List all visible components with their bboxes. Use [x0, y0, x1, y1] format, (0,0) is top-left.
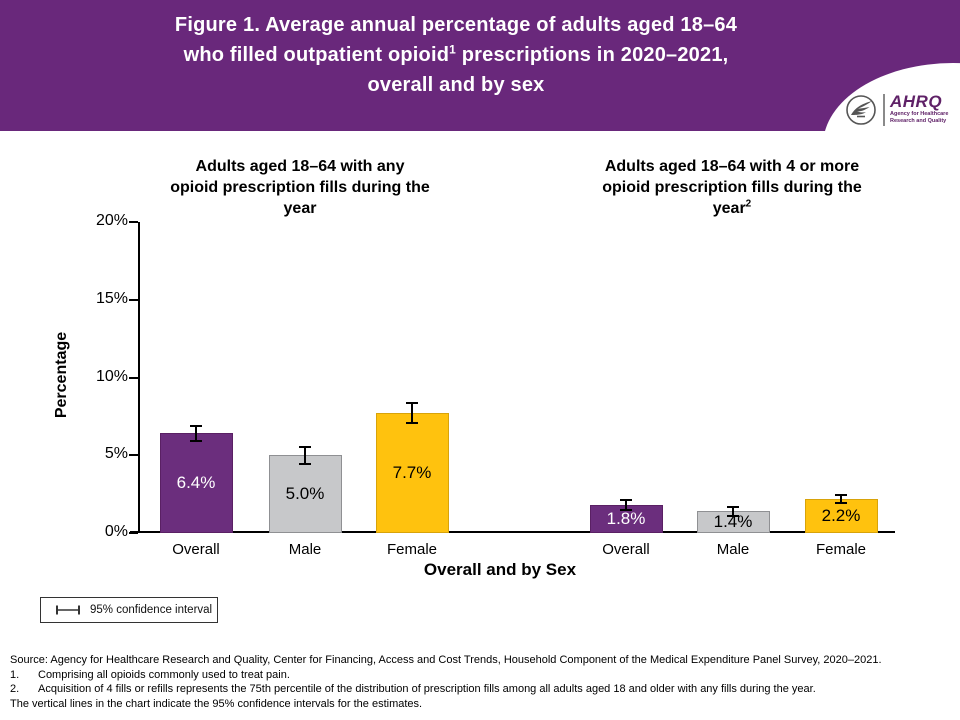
category-label-overall-panel1: Overall [172, 541, 220, 558]
y-tick-label: 10% [95, 367, 128, 385]
footnote-2: 2. Acquisition of 4 fills or refills rep… [10, 683, 816, 695]
logo-divider [883, 94, 885, 126]
error-bar-cap [620, 499, 632, 502]
error-bar-cap [299, 445, 311, 448]
y-tick-mark [129, 221, 138, 223]
bar-value-label: 1.8% [606, 508, 646, 528]
ahrq-logo: AHRQ Agency for Healthcare Research and … [845, 92, 955, 130]
y-axis-title: Percentage [53, 331, 70, 419]
y-tick-label: 20% [95, 212, 128, 229]
x-axis-line [130, 531, 895, 533]
error-bar-cap [190, 424, 202, 427]
category-label-female-panel1: Female [386, 541, 438, 558]
category-label-male-panel1: Male [288, 541, 322, 558]
y-tick-mark [129, 376, 138, 379]
y-axis-line [138, 222, 140, 533]
error-bar-cap [190, 440, 202, 443]
y-tick-mark [129, 298, 138, 301]
figure-title-line2: who filled outpatient opioid1 prescripti… [183, 42, 729, 66]
error-bar-male-panel2 [732, 506, 734, 516]
error-bar-overall-panel2 [625, 500, 627, 510]
ahrq-tagline: Agency for Healthcare Research and Quali… [890, 111, 949, 124]
category-label-female-panel2: Female [815, 541, 867, 558]
category-label-overall-panel2: Overall [602, 541, 650, 558]
y-tick-mark [129, 532, 138, 534]
bar-value-label: 2.2% [821, 505, 861, 525]
bar-overall-panel1 [159, 433, 233, 533]
error-bar-female-panel2 [840, 494, 842, 503]
footer-notes: Source: Agency for Healthcare Research a… [10, 653, 956, 711]
figure-title: Figure 1. Average annual percentage of a… [0, 10, 912, 100]
ahrq-wordmark: AHRQ [890, 92, 943, 111]
panel1-title: Adults aged 18–64 with any opioid prescr… [170, 158, 430, 217]
y-tick-label: 15% [95, 289, 128, 307]
y-tick-label: 0% [104, 523, 128, 540]
bar-value-label: 7.7% [392, 463, 432, 483]
ci-note-line: The vertical lines in the chart indicate… [10, 697, 423, 710]
footnote-1: 1. Comprising all opioids commonly used … [10, 668, 290, 681]
bar-value-label: 6.4% [176, 473, 216, 493]
hhs-eagle-icon [846, 95, 876, 125]
figure-title-line3: overall and by sex [367, 74, 545, 96]
error-bar-cap [406, 422, 418, 425]
error-bar-female-panel1 [411, 403, 413, 424]
error-bar-cap [835, 493, 847, 496]
footnote-ref-1: 1 [449, 42, 456, 57]
header-banner: Figure 1. Average annual percentage of a… [0, 0, 960, 131]
legend-label: 95% confidence interval [90, 604, 213, 616]
bar-female-panel1 [375, 413, 449, 533]
category-label-male-panel2: Male [716, 541, 750, 558]
figure-title-line1: Figure 1. Average annual percentage of a… [174, 14, 738, 36]
y-tick-label: 5% [104, 445, 128, 463]
error-bar-cap [727, 514, 739, 517]
error-bar-male-panel1 [304, 446, 306, 464]
y-tick-mark [129, 454, 138, 457]
error-bar-cap [727, 505, 739, 508]
error-bar-overall-panel1 [195, 425, 197, 442]
error-bar-cap [835, 501, 847, 504]
bar-value-label: 5.0% [285, 484, 325, 504]
footnote-ref-2: 2 [745, 198, 752, 210]
bar-male-panel1 [268, 455, 342, 533]
source-line: Source: Agency for Healthcare Research a… [10, 654, 882, 666]
error-bar-cap [620, 508, 632, 511]
panel2-title: Adults aged 18–64 with 4 or more opioid … [602, 158, 862, 217]
error-bar-cap [406, 402, 418, 405]
bar-value-label: 1.4% [713, 512, 753, 532]
bar-female-panel2 [804, 498, 878, 533]
legend: 95% confidence interval [40, 597, 218, 623]
ci-interval-icon [56, 605, 80, 615]
x-axis-title: Overall and by Sex [423, 560, 577, 579]
error-bar-cap [299, 462, 311, 465]
